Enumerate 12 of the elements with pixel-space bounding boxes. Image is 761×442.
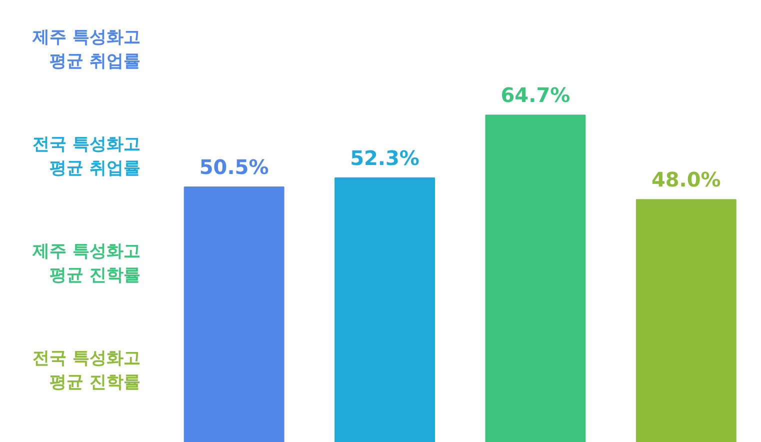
data-label: 52.3% (350, 146, 420, 170)
text: 전국 특성화고 평균 진학률 (32, 348, 141, 392)
text: 제주 특성화고 평균 진학률 (32, 242, 141, 286)
bar (184, 186, 284, 442)
text: 전국 특성화고 평균 취업률 (32, 134, 141, 178)
bar (334, 177, 435, 442)
data-label: 50.5% (199, 154, 269, 179)
data-label: 64.7% (500, 83, 570, 108)
data-label: 48.0% (651, 168, 721, 192)
bar (485, 114, 586, 442)
text: 제주 특성화고 평균 취업률 (32, 28, 141, 72)
bar (636, 199, 736, 442)
